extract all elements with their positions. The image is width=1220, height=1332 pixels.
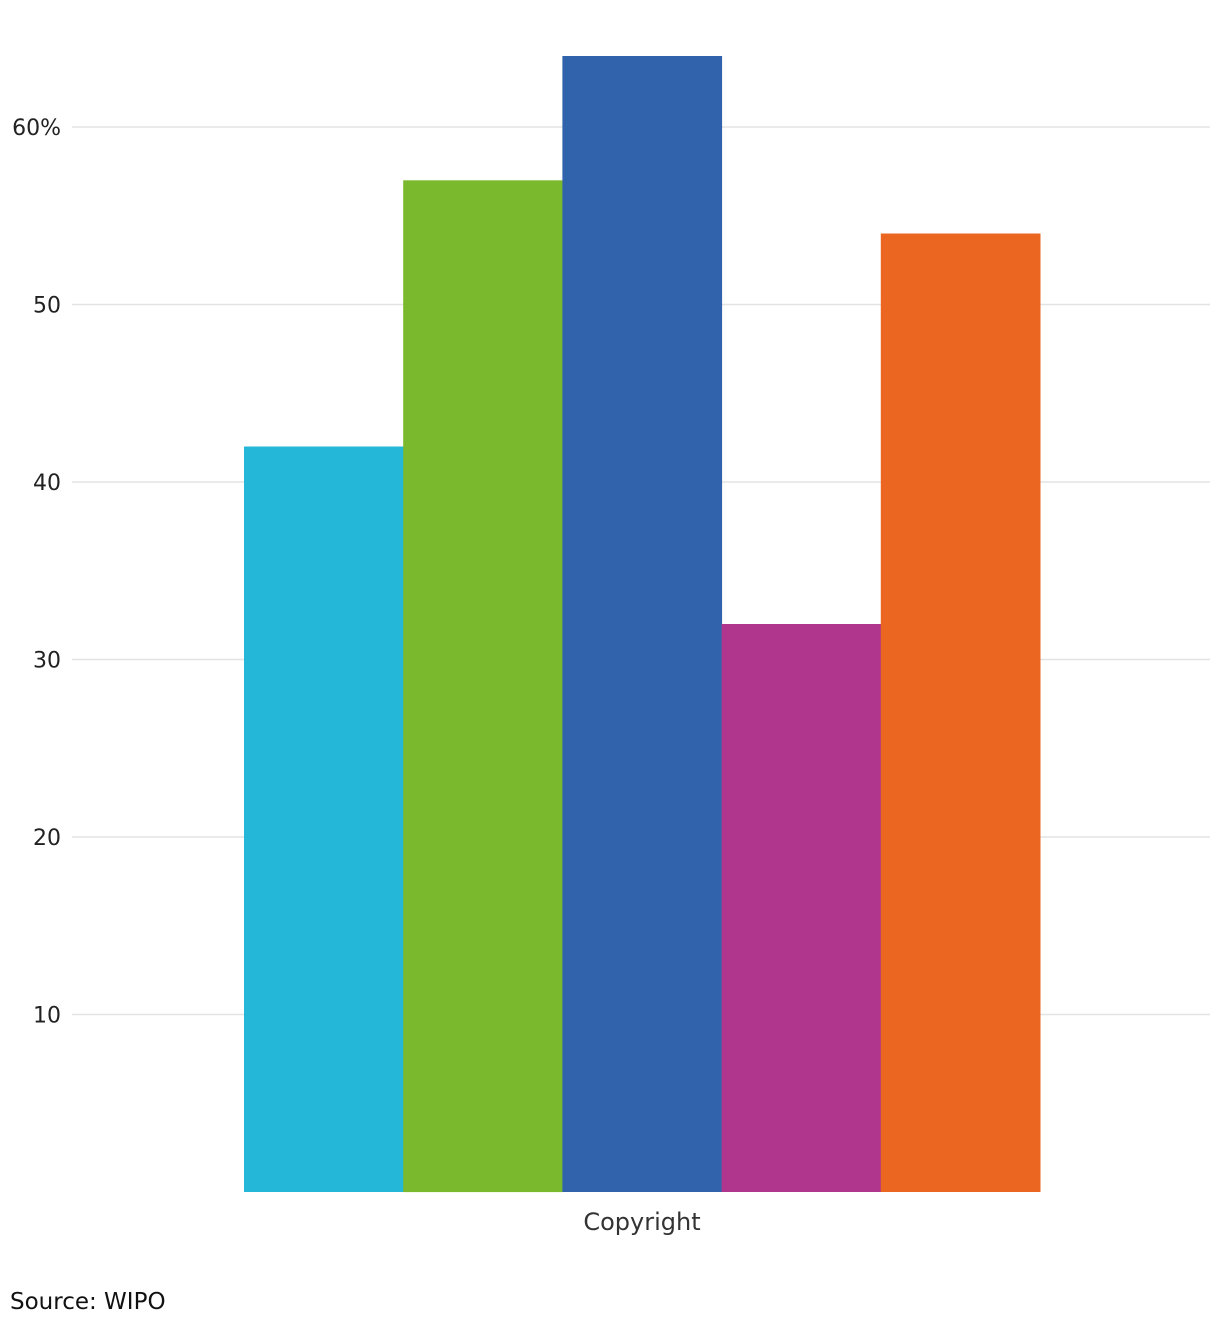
bar-5	[880, 233, 1041, 1192]
bar-3	[562, 56, 723, 1192]
bar-2	[403, 180, 563, 1193]
y-tick-label-40: 40	[33, 471, 61, 496]
x-category-label: Copyright	[583, 1208, 700, 1236]
y-tick-label-10: 10	[33, 1004, 61, 1029]
source-note: Source: WIPO	[10, 1289, 166, 1315]
bar-4	[721, 624, 882, 1192]
y-tick-label-60: 60%	[12, 116, 61, 141]
y-tick-label-50: 50	[33, 294, 61, 319]
bar-chart: 10 20 30 40 50 60% Copyright	[12, 56, 1210, 1236]
bars	[244, 56, 1041, 1193]
bar-1	[244, 446, 404, 1192]
y-tick-label-30: 30	[33, 649, 61, 674]
y-axis-tick-labels: 10 20 30 40 50 60%	[12, 116, 61, 1029]
y-tick-label-20: 20	[33, 826, 61, 851]
x-axis-category-labels: Copyright	[583, 1208, 700, 1236]
